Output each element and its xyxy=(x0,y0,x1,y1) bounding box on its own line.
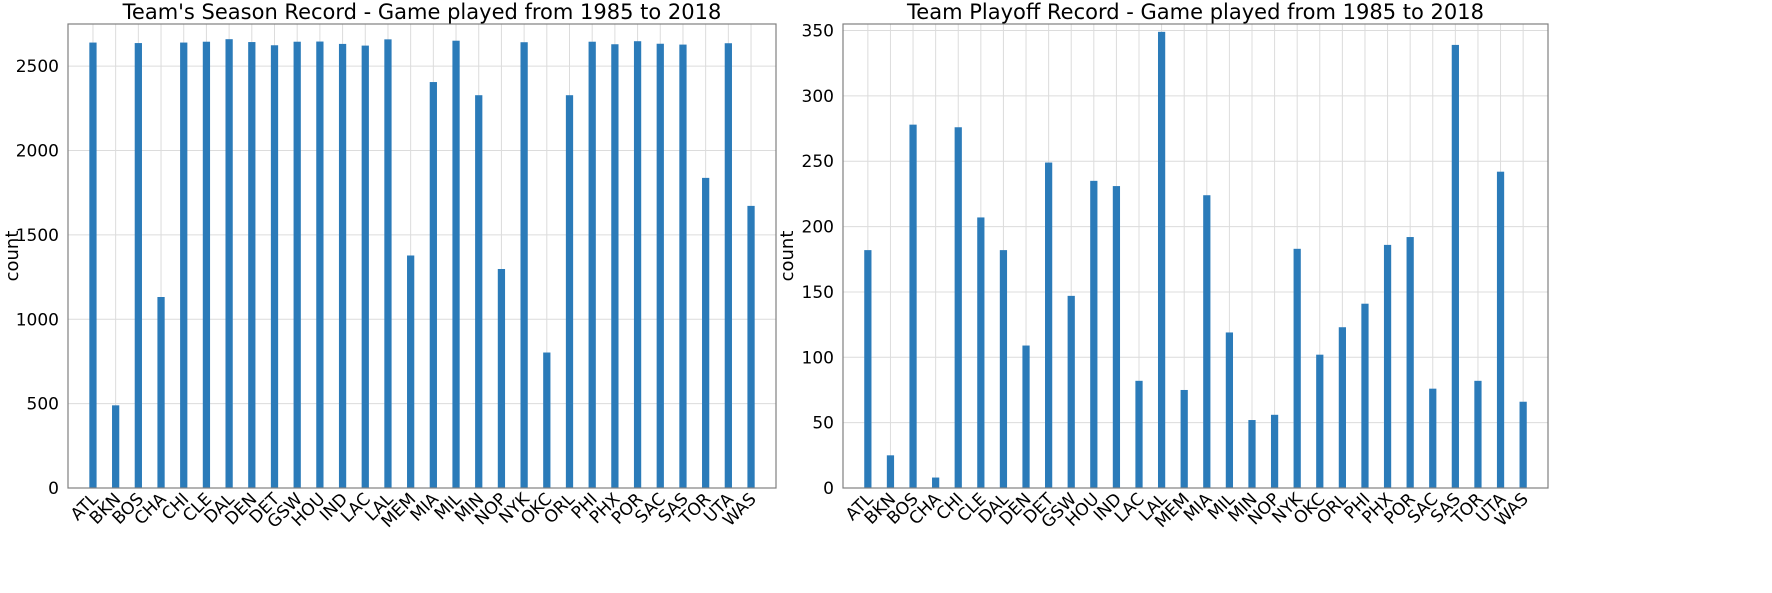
bar-por xyxy=(1406,237,1414,488)
y-tick-label: 350 xyxy=(802,22,834,42)
bar-bkn xyxy=(112,405,120,488)
bar-min xyxy=(475,95,483,488)
bar-dal xyxy=(225,39,233,488)
bar-tor xyxy=(702,177,710,488)
bar-tor xyxy=(1474,380,1482,488)
y-axis-label: count xyxy=(777,231,798,282)
y-tick-label: 200 xyxy=(802,218,834,238)
chart-2: 050100150200250300350ATLBKNBOSCHACHICLED… xyxy=(777,0,1549,532)
bar-mia xyxy=(429,82,437,489)
bar-lac xyxy=(361,45,369,488)
bar-ind xyxy=(338,43,347,488)
bar-lac xyxy=(1135,380,1143,488)
bar-dal xyxy=(999,250,1008,488)
bar-lal xyxy=(1157,31,1166,488)
bar-phx xyxy=(1383,244,1392,488)
bar-ind xyxy=(1112,186,1121,488)
bar-bos xyxy=(134,43,142,488)
bar-gsw xyxy=(1067,295,1075,488)
bar-hou xyxy=(1090,180,1098,488)
bar-gsw xyxy=(293,41,301,488)
bar-cha xyxy=(157,297,165,488)
bar-cle xyxy=(977,217,985,488)
bar-was xyxy=(747,205,755,488)
y-tick-label: 300 xyxy=(802,87,834,107)
bar-uta xyxy=(1496,171,1505,488)
chart-title: Team Playoff Record - Game played from 1… xyxy=(906,0,1484,24)
bar-bos xyxy=(909,124,917,489)
bar-mil xyxy=(1225,332,1234,488)
bar-was xyxy=(1519,401,1527,488)
bar-det xyxy=(1045,162,1053,488)
y-tick-label: 1000 xyxy=(16,310,59,330)
y-tick-label: 0 xyxy=(823,479,834,499)
bar-nyk xyxy=(520,42,528,489)
bar-mem xyxy=(407,255,415,488)
bar-okc xyxy=(1316,354,1324,488)
bar-cha xyxy=(932,477,940,488)
bar-nop xyxy=(497,268,506,488)
plot-frame xyxy=(67,23,777,489)
bar-hou xyxy=(316,41,324,488)
chart-1: 05001000150020002500ATLBKNBOSCHACHICLEDA… xyxy=(2,0,777,532)
bar-nop xyxy=(1270,414,1279,488)
bar-chi xyxy=(180,42,188,489)
bar-sas xyxy=(679,44,687,489)
bar-phx xyxy=(611,44,619,488)
bar-atl xyxy=(89,42,97,489)
bar-uta xyxy=(724,43,732,488)
bar-sas xyxy=(1451,44,1459,488)
bar-orl xyxy=(565,95,574,488)
bar-bkn xyxy=(886,455,895,488)
bar-den xyxy=(1022,345,1030,488)
y-tick-label: 100 xyxy=(802,348,834,368)
bar-okc xyxy=(543,352,551,488)
y-tick-label: 500 xyxy=(27,395,59,415)
y-tick-label: 1500 xyxy=(16,226,59,246)
bar-atl xyxy=(864,250,872,488)
y-tick-label: 0 xyxy=(48,479,59,499)
chart-title: Team's Season Record - Game played from … xyxy=(122,0,722,24)
bar-mem xyxy=(1180,389,1188,488)
y-tick-label: 2500 xyxy=(16,57,59,77)
bar-sac xyxy=(1429,388,1437,488)
bar-det xyxy=(270,45,279,488)
bar-min xyxy=(1248,420,1256,488)
bar-orl xyxy=(1338,327,1346,488)
bar-sac xyxy=(656,43,664,489)
bar-chi xyxy=(954,127,962,488)
y-tick-label: 50 xyxy=(812,414,834,434)
bar-cle xyxy=(202,41,211,488)
y-tick-label: 2000 xyxy=(16,142,59,162)
bar-phi xyxy=(588,41,596,488)
bar-por xyxy=(633,41,642,489)
bar-mil xyxy=(452,40,460,488)
plot-frame xyxy=(842,23,1549,489)
y-tick-label: 150 xyxy=(802,283,834,303)
bar-den xyxy=(248,42,256,488)
bar-lal xyxy=(384,39,392,488)
bar-mia xyxy=(1203,195,1211,488)
y-axis-label: count xyxy=(2,231,23,282)
bar-phi xyxy=(1361,303,1369,488)
y-tick-label: 250 xyxy=(802,152,834,172)
bar-nyk xyxy=(1293,248,1301,488)
